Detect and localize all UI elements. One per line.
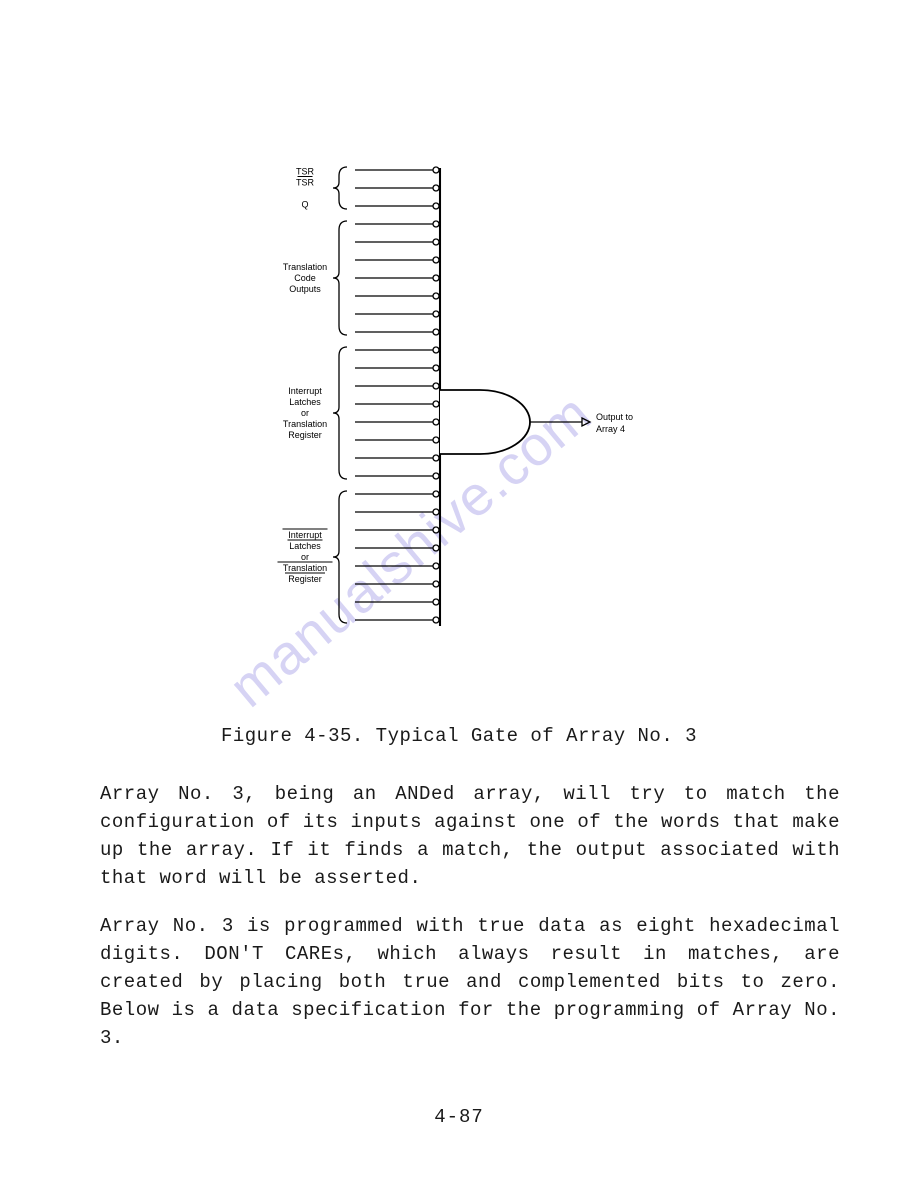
- svg-text:Code: Code: [294, 273, 316, 283]
- figure-caption: Figure 4-35. Typical Gate of Array No. 3: [0, 725, 918, 747]
- page-number: 4-87: [0, 1106, 918, 1128]
- svg-text:Q: Q: [301, 200, 308, 210]
- svg-text:TSR: TSR: [296, 167, 315, 177]
- paragraph-2: Array No. 3 is programmed with true data…: [100, 912, 840, 1052]
- svg-text:Translation: Translation: [283, 563, 327, 573]
- svg-text:Interrupt: Interrupt: [288, 530, 322, 540]
- svg-text:Array 4: Array 4: [596, 424, 625, 434]
- svg-text:or: or: [301, 552, 309, 562]
- svg-text:Interrupt: Interrupt: [288, 386, 322, 396]
- svg-text:TSR: TSR: [296, 178, 315, 188]
- svg-text:Register: Register: [288, 574, 322, 584]
- svg-text:or: or: [301, 408, 309, 418]
- svg-text:Latches: Latches: [289, 541, 321, 551]
- svg-text:Register: Register: [288, 430, 322, 440]
- svg-text:Outputs: Outputs: [289, 284, 321, 294]
- paragraph-1: Array No. 3, being an ANDed array, will …: [100, 780, 840, 892]
- svg-text:Output to: Output to: [596, 412, 633, 422]
- svg-text:Translation: Translation: [283, 419, 327, 429]
- page: manualshive.com TSRTSRQTranslationCodeOu…: [0, 0, 918, 1188]
- gate-array-diagram: TSRTSRQTranslationCodeOutputsInterruptLa…: [250, 160, 680, 660]
- svg-text:Translation: Translation: [283, 262, 327, 272]
- svg-text:Latches: Latches: [289, 397, 321, 407]
